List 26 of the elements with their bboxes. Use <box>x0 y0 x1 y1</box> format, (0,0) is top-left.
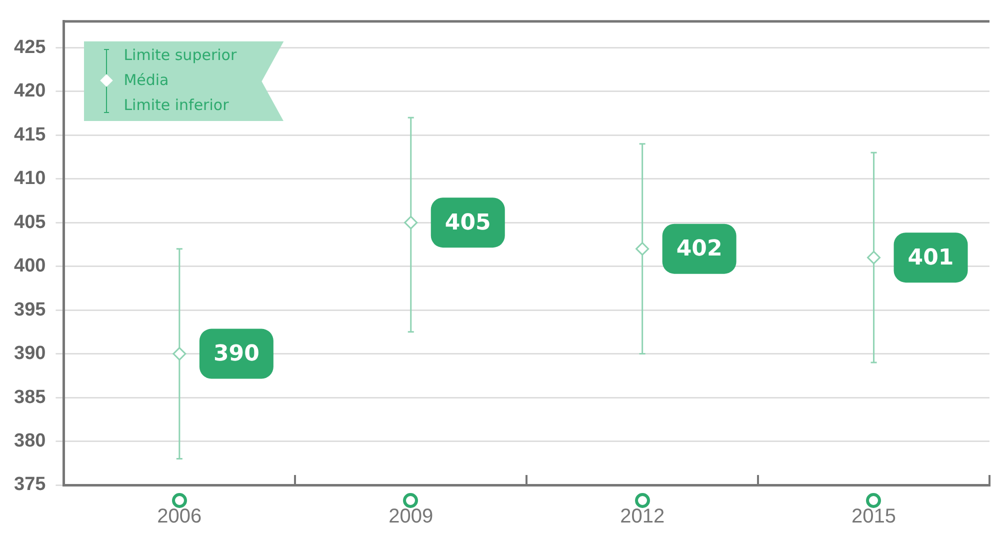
y-tick-label: 415 <box>14 124 46 146</box>
y-tick-label: 385 <box>14 386 46 408</box>
y-tick-label: 390 <box>14 343 46 364</box>
annotation: Limite inferior <box>124 95 229 116</box>
legend-flag: Limite superior Média Limite inferior <box>84 41 284 122</box>
x-tick-label: 2012 <box>620 506 665 528</box>
y-tick-label: 380 <box>14 430 46 452</box>
data-label: 402 <box>676 236 722 262</box>
y-tick-label: 375 <box>14 474 46 496</box>
data-label: 405 <box>444 210 491 236</box>
y-tick-label: 425 <box>14 36 46 58</box>
point <box>404 216 418 230</box>
point <box>867 250 881 264</box>
y-tick-label: 400 <box>14 256 46 277</box>
annotation: Limite superior <box>124 45 237 66</box>
point <box>172 347 186 361</box>
y-tick-label: 420 <box>14 80 46 102</box>
x-tick-label: 2006 <box>157 506 202 528</box>
point <box>636 242 650 256</box>
data-label: 401 <box>908 245 954 270</box>
data-label: 390 <box>213 342 260 367</box>
x-tick-label: 2009 <box>388 506 434 528</box>
y-tick-label: 410 <box>14 168 46 190</box>
y-tick-label: 405 <box>14 212 46 233</box>
x-tick-label: 2015 <box>852 506 896 528</box>
y-tick-label: 395 <box>14 299 46 320</box>
